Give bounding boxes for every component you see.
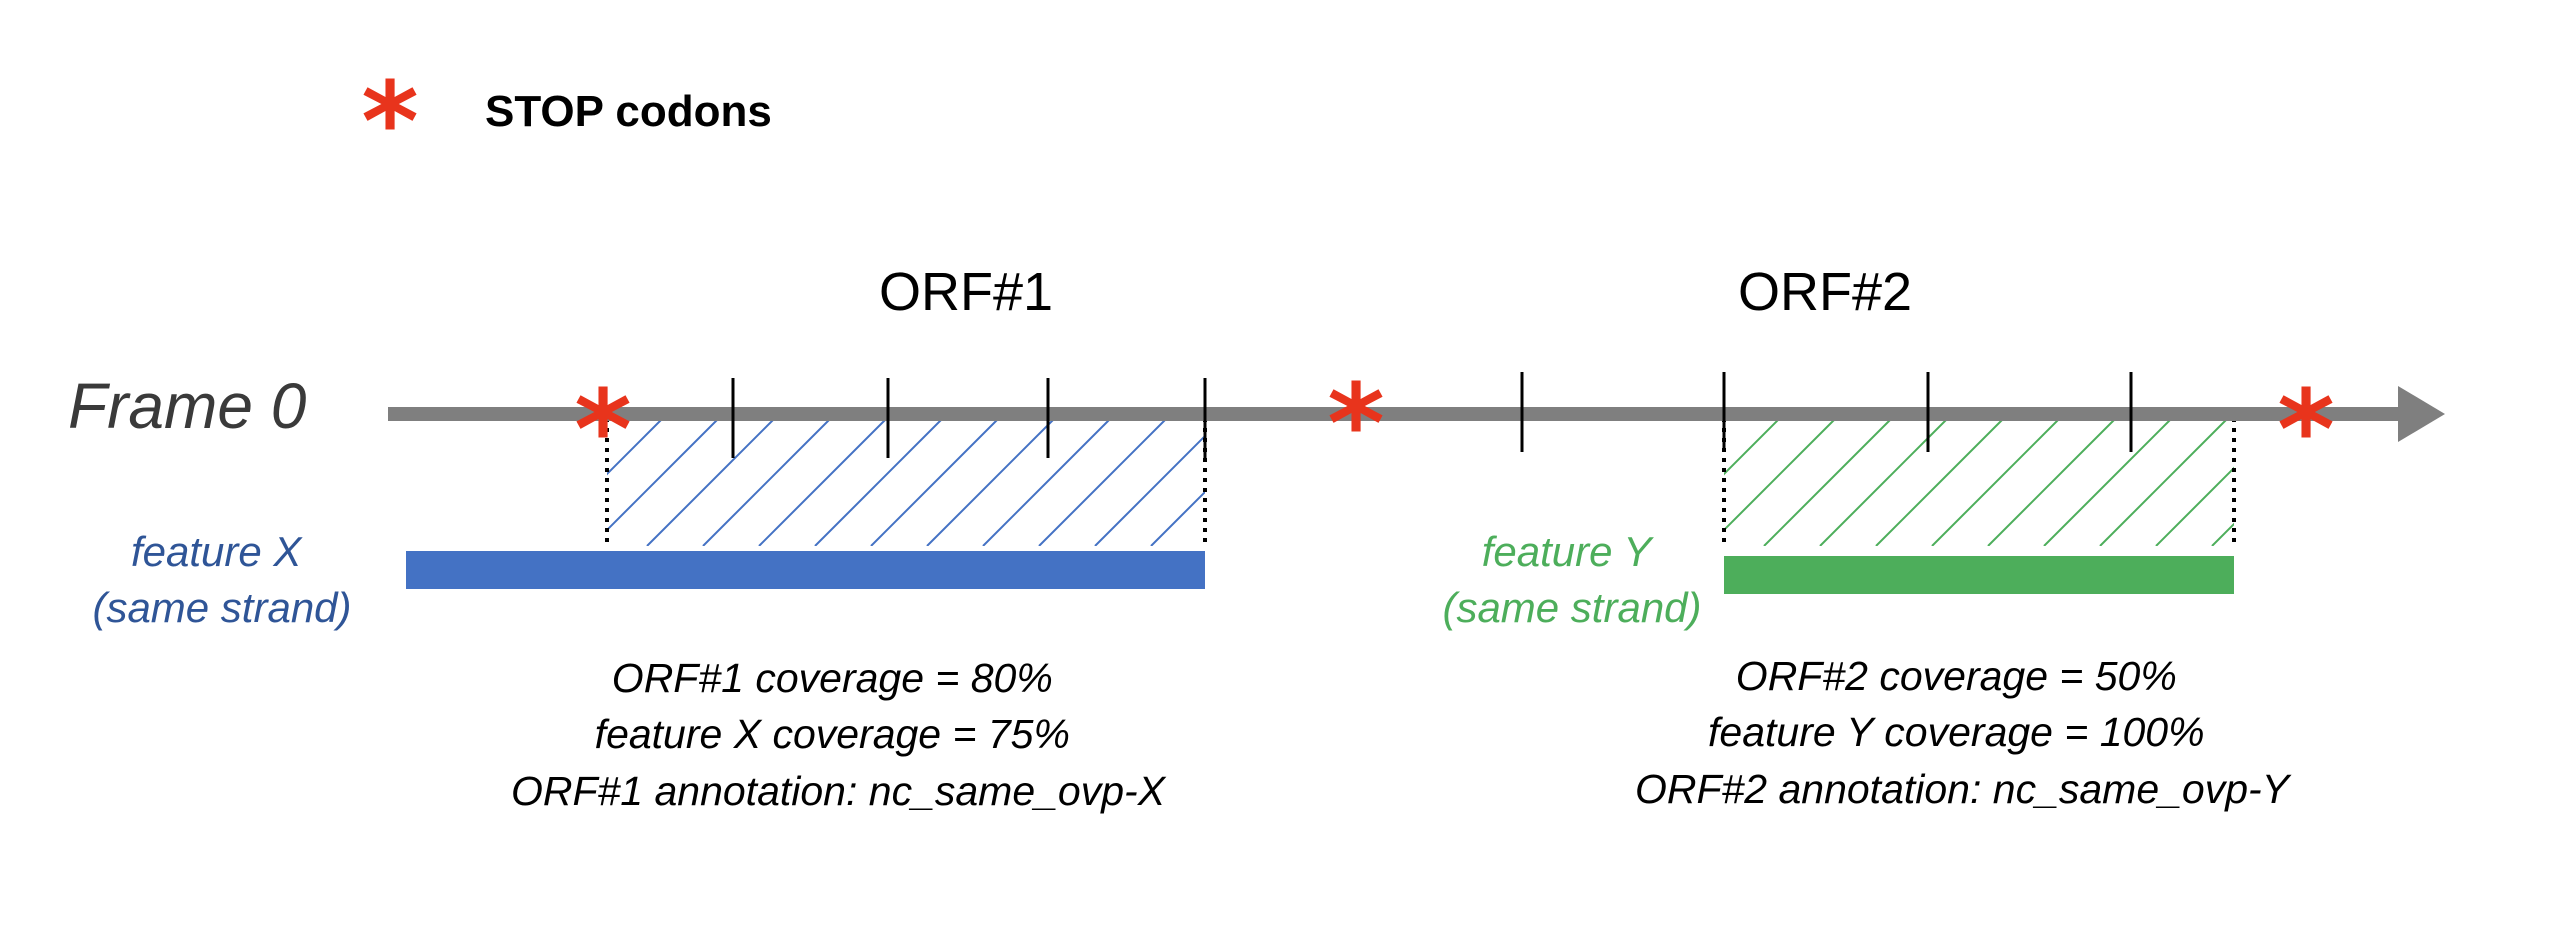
stop-codon-icon: *	[1327, 360, 1385, 488]
hatch-line	[1987, 418, 2117, 546]
hatch-line	[1724, 418, 1837, 532]
hatch-line	[1875, 418, 2005, 546]
codon-ticks	[731, 372, 2133, 458]
overlap-region-y	[1724, 418, 2234, 546]
frame-axis-arrowhead	[2398, 386, 2445, 442]
feature-x-bar	[406, 551, 1205, 589]
hatch-line	[607, 418, 720, 532]
orf1-annotation-text: ORF#1 annotation: nc_same_ovp-X	[511, 768, 1167, 814]
hatch-line	[1763, 418, 1893, 546]
hatch-line	[1094, 434, 1205, 546]
orf2-annotation-text: ORF#2 annotation: nc_same_ovp-Y	[1635, 766, 2292, 812]
feature-y-label: feature Y (same strand)	[1442, 528, 1701, 631]
hatch-line	[646, 418, 776, 546]
hatch-line	[870, 418, 1000, 546]
hatch-line	[1724, 418, 1781, 476]
hatch-line	[2043, 418, 2173, 546]
hatch-line	[1150, 490, 1205, 546]
hatch-line	[926, 418, 1056, 546]
overlap-region-x	[607, 418, 1205, 546]
orf1-coverage-text: ORF#1 coverage = 80%	[612, 655, 1053, 701]
hatch-line	[702, 418, 832, 546]
hatch-line	[758, 418, 888, 546]
orf1-stats: ORF#1 coverage = 80% feature X coverage …	[511, 655, 1167, 814]
feature-y-coverage-text: feature Y coverage = 100%	[1708, 709, 2205, 755]
orf2-label: ORF#2	[1738, 262, 1912, 322]
feature-x-label: feature X (same strand)	[92, 528, 351, 631]
frame-label: Frame 0	[68, 370, 307, 442]
hatch-line	[1724, 418, 1725, 420]
hatch-line	[607, 418, 664, 476]
hatch-line	[1038, 418, 1168, 546]
hatch-line	[982, 418, 1112, 546]
feature-x-coverage-text: feature X coverage = 75%	[595, 711, 1070, 757]
legend-label: STOP codons	[485, 87, 772, 136]
hatch-line	[2099, 418, 2229, 546]
orf2-coverage-text: ORF#2 coverage = 50%	[1736, 653, 2177, 699]
hatch-line	[1931, 418, 2061, 546]
legend-stop-icon: *	[361, 58, 419, 186]
hatch-line	[814, 418, 944, 546]
hatch-line	[2211, 522, 2234, 546]
orf1-label: ORF#1	[879, 262, 1053, 322]
stop-codon-icon: *	[2277, 366, 2335, 494]
stop-codon-icon: *	[574, 366, 632, 494]
hatch-line	[2155, 466, 2234, 546]
orf2-stats: ORF#2 coverage = 50% feature Y coverage …	[1635, 653, 2292, 812]
feature-y-bar	[1724, 556, 2234, 594]
